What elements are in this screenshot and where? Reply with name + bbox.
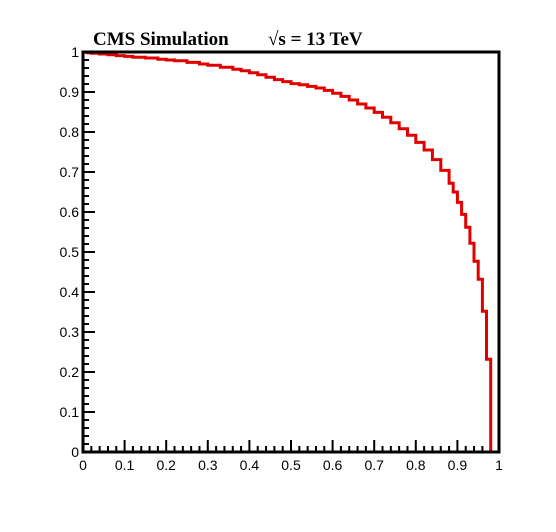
x-tick-label: 0.8 [406,457,426,473]
efficiency-curve-group [83,50,495,454]
y-tick-label: 0.7 [60,164,80,180]
x-tick-label: 0.2 [156,457,176,473]
plot-frame [81,50,501,454]
x-tick-label: 0 [79,457,87,473]
y-tick-label: 0.6 [60,204,80,220]
chart-subtitle: √s = 13 TeV [268,29,363,50]
x-tick-label: 0.7 [364,457,384,473]
efficiency-curve-line [83,50,495,454]
y-tick-label: 1 [71,44,79,60]
x-axis-tick-labels: 0 0.1 0.2 0.3 0.4 0.5 0.6 0.7 0.8 0.9 1 [79,457,503,473]
y-tick-label: 0.9 [60,84,80,100]
y-tick-label: 0.4 [60,284,80,300]
y-tick-label: 0.1 [60,404,80,420]
chart-title: CMS Simulation [93,29,229,50]
y-axis-tick-labels: 0 0.1 0.2 0.3 0.4 0.5 0.6 0.7 0.8 0.9 1 [60,44,80,460]
x-tick-label: 0.4 [240,457,260,473]
x-tick-label: 0.9 [448,457,468,473]
x-tick-label: 1 [495,457,503,473]
x-tick-label: 0.5 [281,457,301,473]
x-tick-label: 0.6 [323,457,343,473]
x-tick-label: 0.3 [198,457,218,473]
y-tick-label: 0 [71,444,79,460]
y-tick-label: 0.2 [60,364,80,380]
y-tick-label: 0.5 [60,244,80,260]
x-tick-label: 0.1 [115,457,135,473]
y-tick-label: 0.3 [60,324,80,340]
y-tick-label: 0.8 [60,124,80,140]
